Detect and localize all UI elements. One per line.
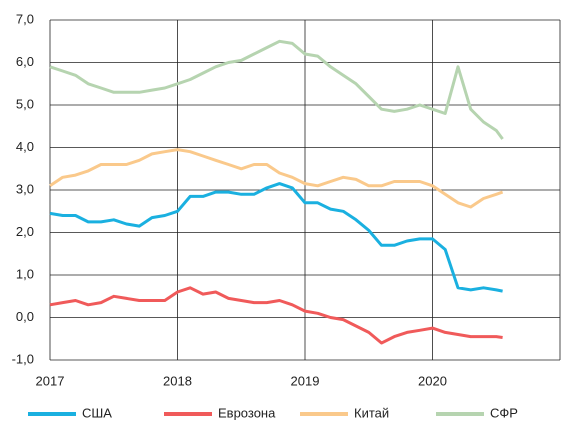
series-line bbox=[49, 286, 503, 345]
y-tick-label: 5,0 bbox=[16, 96, 34, 111]
legend-label: Китай bbox=[354, 405, 389, 420]
y-tick-label: 3,0 bbox=[16, 181, 34, 196]
series-line bbox=[49, 182, 503, 293]
series-line bbox=[49, 39, 504, 140]
x-tick-label: 2019 bbox=[291, 373, 320, 388]
x-tick-label: 2017 bbox=[36, 373, 65, 388]
y-tick-label: 0,0 bbox=[16, 309, 34, 324]
y-tick-label: 2,0 bbox=[16, 224, 34, 239]
y-tick-label: 1,0 bbox=[16, 266, 34, 281]
legend-label: Еврозона bbox=[218, 405, 276, 420]
x-tick-label: 2018 bbox=[163, 373, 192, 388]
y-tick-label: 6,0 bbox=[16, 54, 34, 69]
y-tick-label: -1,0 bbox=[12, 351, 34, 366]
x-tick-label: 2020 bbox=[418, 373, 447, 388]
series-line bbox=[49, 148, 504, 209]
y-tick-label: 4,0 bbox=[16, 139, 34, 154]
y-tick-label: 7,0 bbox=[16, 11, 34, 26]
legend-label: США bbox=[82, 405, 112, 420]
legend-label: СФР bbox=[490, 405, 518, 420]
